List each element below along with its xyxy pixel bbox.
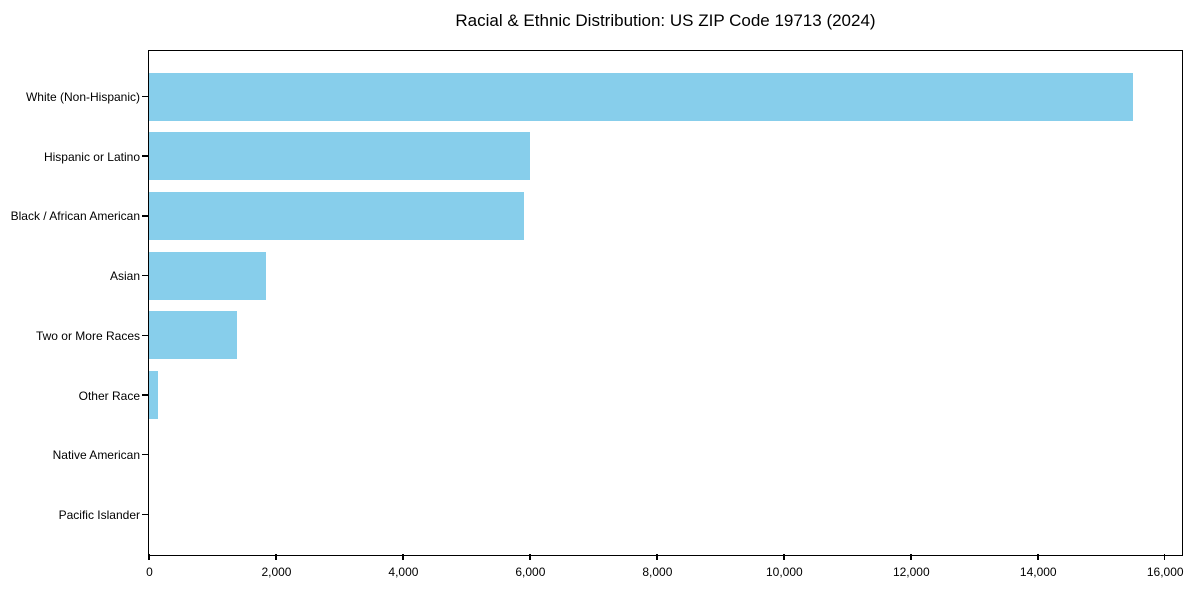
y-tick [141, 155, 148, 157]
y-axis-label-black-african-american: Black / African American [10, 209, 140, 224]
y-tick [141, 453, 148, 456]
y-tick [141, 215, 148, 217]
x-tick [529, 554, 531, 560]
x-axis-label-10-000: 10,000 [765, 565, 803, 579]
bar-asian [149, 251, 266, 300]
bar-other-race [149, 371, 158, 419]
chart-title: Racial & Ethnic Distribution: US ZIP Cod… [455, 11, 876, 30]
x-tick [1163, 554, 1166, 560]
x-tick [148, 554, 150, 560]
y-tick [141, 513, 148, 516]
y-axis-label-pacific-islander: Pacific Islander [58, 507, 140, 522]
x-tick [783, 554, 785, 560]
x-axis-label-8-000: 8,000 [642, 565, 673, 579]
x-axis-label-12-000: 12,000 [892, 565, 930, 579]
x-axis-label-2-000: 2,000 [261, 565, 292, 579]
y-tick [141, 394, 148, 396]
x-axis-label-16-000: 16,000 [1146, 565, 1184, 579]
x-tick [402, 554, 404, 560]
y-axis-label-white-non-hispanic: White (Non-Hispanic) [25, 90, 140, 104]
y-axis-label-asian: Asian [109, 269, 140, 284]
y-axis-label-native-american: Native American [52, 448, 140, 463]
bar-black-african-american [149, 191, 524, 240]
y-tick [141, 274, 148, 277]
y-tick [141, 334, 148, 337]
y-axis-label-other-race: Other Race [78, 388, 140, 403]
y-tick [141, 95, 148, 98]
x-axis-label-0: 0 [146, 565, 153, 579]
bar-white-non-hispanic [149, 72, 1133, 121]
x-tick [275, 554, 277, 560]
x-tick [910, 554, 912, 560]
x-axis-label-6-000: 6,000 [515, 565, 546, 579]
bar-hispanic-or-latino [149, 132, 530, 181]
x-tick [1037, 554, 1039, 560]
x-tick [656, 554, 658, 560]
x-axis-label-4-000: 4,000 [388, 565, 419, 579]
y-axis-label-two-or-more-races: Two or More Races [35, 328, 140, 343]
bar-two-or-more-races [149, 311, 237, 360]
y-axis-label-hispanic-or-latino: Hispanic or Latino [43, 149, 140, 164]
plot-area [141, 50, 1183, 560]
x-axis-label-14-000: 14,000 [1019, 565, 1057, 579]
